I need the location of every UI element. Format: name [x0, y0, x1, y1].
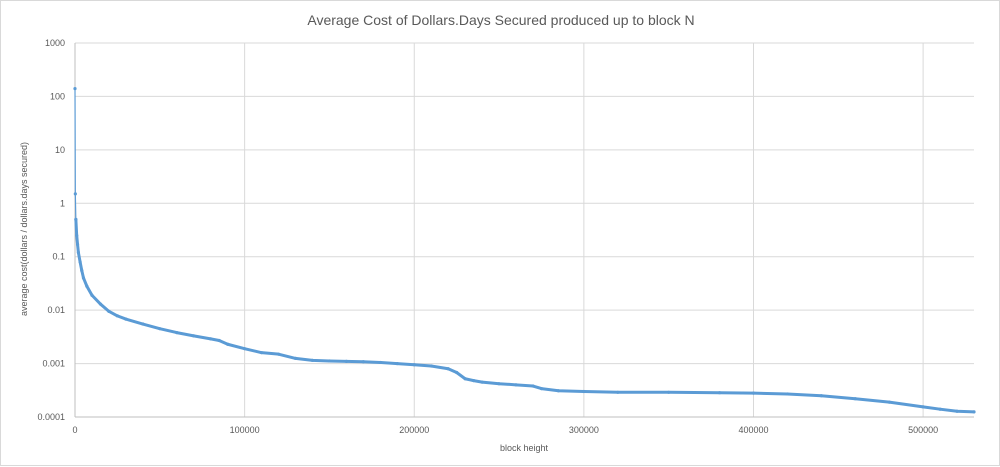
data-point [717, 391, 722, 395]
data-point [124, 317, 128, 321]
data-point [921, 405, 925, 409]
data-point [972, 410, 976, 414]
data-point [887, 400, 891, 404]
y-tick-label: 0.0001 [37, 412, 65, 422]
data-point [539, 387, 544, 391]
x-axis-label: block height [500, 443, 549, 453]
x-tick-label: 200000 [399, 425, 429, 435]
data-point [446, 367, 450, 371]
data-point [327, 359, 332, 363]
y-tick-label: 10 [55, 145, 65, 155]
data-point [514, 383, 518, 387]
data-point [74, 217, 78, 221]
data-point [455, 370, 459, 375]
data-point [73, 192, 77, 196]
data-point [276, 352, 281, 356]
data-point [90, 293, 94, 297]
data-point [158, 327, 162, 331]
data-point [73, 87, 77, 91]
x-tick-label: 0 [72, 425, 77, 435]
data-point [955, 409, 959, 413]
y-tick-label: 0.001 [42, 359, 65, 369]
data-point [463, 377, 467, 381]
data-point [582, 389, 586, 394]
data-point [78, 260, 82, 264]
x-tick-label: 300000 [569, 425, 599, 435]
x-tick-label: 100000 [230, 425, 260, 435]
data-point [217, 338, 221, 343]
gridlines [75, 42, 974, 417]
data-point [556, 389, 561, 393]
data-point [115, 314, 120, 318]
y-tick-label: 1000 [45, 38, 65, 48]
data-point [75, 242, 80, 247]
y-tick-label: 0.01 [47, 305, 65, 315]
data-point [243, 347, 247, 351]
y-tick-label: 100 [50, 91, 65, 101]
data-point [378, 360, 382, 365]
data-point [98, 302, 103, 306]
y-axis-label: average cost(dollars / dollars.days secu… [19, 142, 29, 316]
data-point [259, 351, 264, 355]
data-point [81, 276, 86, 280]
chart-title: Average Cost of Dollars.Days Secured pro… [307, 12, 694, 28]
data-point [76, 250, 80, 255]
data-point [938, 407, 942, 411]
data-point [785, 392, 790, 396]
data-point [80, 268, 84, 273]
data-point [141, 322, 145, 326]
data-point [819, 394, 823, 398]
data-point [75, 233, 79, 238]
data-point [107, 309, 111, 313]
x-tick-label: 400000 [738, 425, 768, 435]
data-point [85, 284, 89, 288]
data-point [472, 379, 476, 383]
data-point [310, 358, 315, 362]
series-spike-line [74, 88, 78, 236]
data-point [209, 337, 213, 341]
series-line [74, 217, 976, 414]
data-point [344, 359, 348, 363]
tick-labels: 1000 100 10 1 0.1 0.01 0.001 0.0001 0 100000 20000… [37, 38, 938, 435]
data-point [480, 380, 484, 384]
data-point [667, 390, 671, 394]
data-point [226, 342, 230, 346]
data-point [361, 360, 365, 364]
data-point [751, 391, 756, 395]
data-point [395, 361, 399, 366]
data-point [853, 397, 857, 401]
data-point [616, 390, 620, 394]
x-tick-label: 500000 [908, 425, 938, 435]
series-data [73, 87, 976, 414]
y-tick-label: 1 [60, 198, 65, 208]
y-tick-label: 0.1 [52, 252, 65, 262]
data-point [175, 330, 179, 335]
data-point [497, 382, 501, 386]
axes [74, 43, 974, 418]
data-point [429, 364, 433, 368]
data-point [192, 334, 196, 338]
data-point [412, 363, 416, 367]
data-point [293, 356, 298, 360]
data-point [531, 384, 535, 388]
